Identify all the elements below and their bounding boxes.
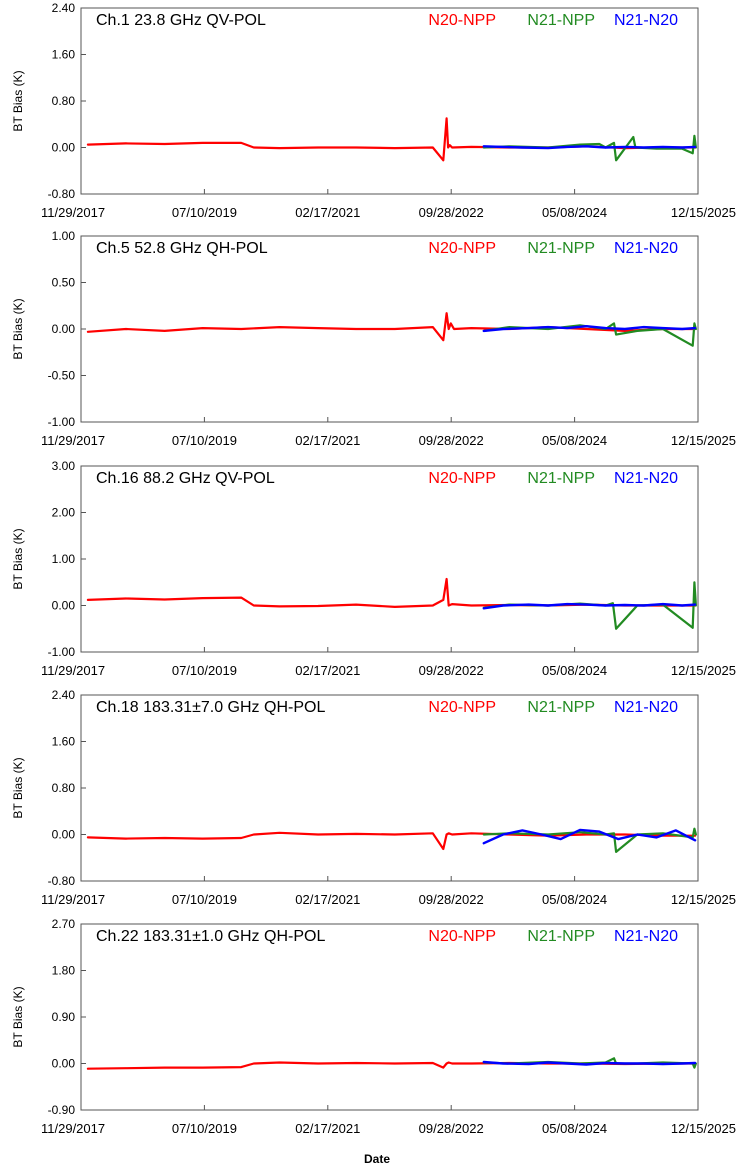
legend-entry-n21-npp: N21-NPP — [527, 699, 595, 716]
legend-entry-n20-npp: N20-NPP — [428, 928, 496, 945]
y-tick-label: 0.00 — [52, 322, 76, 336]
series-line-n20-npp — [88, 118, 695, 160]
x-tick-label: 07/10/2019 — [172, 1121, 237, 1136]
y-tick-label: 0.80 — [52, 781, 76, 795]
chart-panel-1: 2.40 1.60 0.80 0.00 -0.80 11/29/2017 07/10/201… — [11, 1, 736, 220]
series-line-n20-npp — [88, 579, 695, 607]
y-axis-label: BT Bias (K) — [11, 298, 25, 359]
x-axis-label: Date — [364, 1152, 390, 1166]
y-axis-label: BT Bias (K) — [11, 528, 25, 589]
legend-entry-n21-n20: N21-N20 — [614, 470, 678, 487]
y-tick-label: 2.00 — [52, 506, 76, 520]
y-tick-label: 0.50 — [52, 276, 76, 290]
x-tick-label: 05/08/2024 — [542, 205, 607, 220]
panel-title: Ch.5 52.8 GHz QH-POL — [96, 240, 268, 257]
x-tick-label: 02/17/2021 — [295, 663, 360, 678]
y-tick-label: 1.80 — [52, 964, 76, 978]
x-tick-label: 11/29/2017 — [41, 1121, 105, 1136]
y-tick-label: 1.60 — [52, 735, 76, 749]
legend-entry-n20-npp: N20-NPP — [428, 12, 496, 29]
legend-entry-n21-n20: N21-N20 — [614, 928, 678, 945]
legend-entry-n21-npp: N21-NPP — [527, 928, 595, 945]
x-tick-label: 05/08/2024 — [542, 892, 607, 907]
x-tick-label: 05/08/2024 — [542, 433, 607, 448]
panel-title: Ch.16 88.2 GHz QV-POL — [96, 470, 275, 487]
y-axis-label: BT Bias (K) — [11, 757, 25, 818]
x-tick-label: 07/10/2019 — [172, 205, 237, 220]
legend-entry-n21-n20: N21-N20 — [614, 699, 678, 716]
panel-title: Ch.22 183.31±1.0 GHz QH-POL — [96, 928, 325, 945]
x-tick-label: 12/15/2025 — [671, 892, 736, 907]
chart-panel-2: 1.00 0.50 0.00 -0.50 -1.00 11/29/2017 07/10/20… — [11, 229, 736, 448]
y-axis-label: BT Bias (K) — [11, 70, 25, 131]
chart-panel-5: 2.70 1.80 0.90 0.00 -0.90 11/29/2017 07/10/201… — [11, 917, 736, 1136]
y-tick-label: -0.50 — [48, 369, 76, 383]
x-tick-label: 11/29/2017 — [41, 892, 105, 907]
x-tick-label: 07/10/2019 — [172, 663, 237, 678]
x-tick-label: 09/28/2022 — [419, 433, 484, 448]
legend-entry-n21-n20: N21-N20 — [614, 12, 678, 29]
x-tick-label: 05/08/2024 — [542, 1121, 607, 1136]
y-tick-label: 1.00 — [52, 229, 76, 243]
x-tick-label: 12/15/2025 — [671, 1121, 736, 1136]
y-tick-label: 0.90 — [52, 1010, 76, 1024]
legend-entry-n21-npp: N21-NPP — [527, 12, 595, 29]
legend-entry-n21-npp: N21-NPP — [527, 470, 595, 487]
x-tick-label: 02/17/2021 — [295, 892, 360, 907]
legend-entry-n21-n20: N21-N20 — [614, 240, 678, 257]
y-tick-label: 1.60 — [52, 48, 76, 62]
chart-panel-3: 3.00 2.00 1.00 0.00 -1.00 11/29/2017 07/10/201… — [11, 459, 736, 678]
x-tick-label: 02/17/2021 — [295, 1121, 360, 1136]
y-tick-label: -0.80 — [48, 874, 76, 888]
y-axis-label: BT Bias (K) — [11, 986, 25, 1047]
panel-title: Ch.1 23.8 GHz QV-POL — [96, 12, 266, 29]
legend-entry-n20-npp: N20-NPP — [428, 470, 496, 487]
y-tick-label: -1.00 — [48, 415, 76, 429]
chart-panel-4: 2.40 1.60 0.80 0.00 -0.80 11/29/2017 07/10/201… — [11, 688, 736, 907]
y-tick-label: 0.00 — [52, 141, 76, 155]
x-tick-label: 09/28/2022 — [419, 1121, 484, 1136]
x-tick-label: 12/15/2025 — [671, 433, 736, 448]
y-tick-label: -0.80 — [48, 187, 76, 201]
x-tick-label: 11/29/2017 — [41, 663, 105, 678]
plot-frame — [81, 8, 698, 194]
x-tick-label: 11/29/2017 — [41, 205, 105, 220]
plot-frame — [81, 695, 698, 881]
x-tick-label: 05/08/2024 — [542, 663, 607, 678]
x-tick-label: 07/10/2019 — [172, 433, 237, 448]
y-tick-label: 3.00 — [52, 459, 76, 473]
y-tick-label: -1.00 — [48, 645, 76, 659]
series-line-n21-n20 — [484, 146, 695, 148]
plot-frame — [81, 924, 698, 1110]
series-line-n20-npp — [88, 313, 695, 340]
x-tick-label: 02/17/2021 — [295, 433, 360, 448]
legend-entry-n20-npp: N20-NPP — [428, 240, 496, 257]
x-tick-label: 02/17/2021 — [295, 205, 360, 220]
y-tick-label: 0.80 — [52, 94, 76, 108]
y-tick-label: 0.00 — [52, 599, 76, 613]
plot-frame — [81, 466, 698, 652]
panel-title: Ch.18 183.31±7.0 GHz QH-POL — [96, 699, 325, 716]
y-tick-label: 2.40 — [52, 1, 76, 15]
y-tick-label: 2.40 — [52, 688, 76, 702]
y-tick-label: -0.90 — [48, 1103, 76, 1117]
y-tick-label: 1.00 — [52, 552, 76, 566]
x-tick-label: 12/15/2025 — [671, 205, 736, 220]
x-tick-label: 11/29/2017 — [41, 433, 105, 448]
x-tick-label: 09/28/2022 — [419, 892, 484, 907]
legend-entry-n20-npp: N20-NPP — [428, 699, 496, 716]
y-tick-label: 0.00 — [52, 1057, 76, 1071]
x-tick-label: 12/15/2025 — [671, 663, 736, 678]
y-tick-label: 0.00 — [52, 828, 76, 842]
legend-entry-n21-npp: N21-NPP — [527, 240, 595, 257]
x-tick-label: 07/10/2019 — [172, 892, 237, 907]
x-tick-label: 09/28/2022 — [419, 205, 484, 220]
y-tick-label: 2.70 — [52, 917, 76, 931]
x-tick-label: 09/28/2022 — [419, 663, 484, 678]
